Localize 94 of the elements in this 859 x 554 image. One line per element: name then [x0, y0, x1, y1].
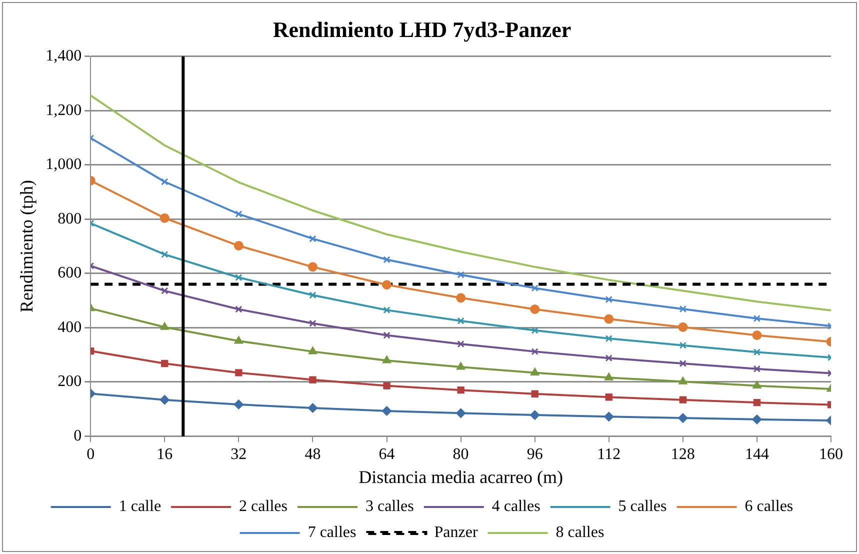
x-tick-label: 128 [670, 446, 695, 464]
point [309, 235, 316, 242]
point [679, 342, 686, 349]
x-tick-label: 16 [156, 446, 173, 464]
point [752, 414, 762, 424]
y-tick-label: 0 [74, 427, 82, 444]
legend-label: 3 calles [365, 498, 414, 516]
point [753, 365, 761, 372]
point [383, 256, 390, 264]
point [383, 306, 390, 314]
y-tick-label: 200 [58, 373, 82, 390]
point [234, 241, 244, 251]
y-tick-label: 800 [58, 210, 82, 228]
point [383, 332, 390, 339]
point [382, 356, 391, 364]
x-tick-label: 96 [526, 446, 543, 464]
y-tick-label: 1,400 [46, 48, 82, 65]
point [530, 410, 540, 420]
x-tick-label: 112 [597, 446, 621, 464]
point [382, 406, 392, 416]
y-tick-label: 1,200 [46, 102, 82, 119]
legend-label: 1 calle [118, 498, 162, 516]
point [382, 280, 392, 290]
point [678, 376, 688, 384]
point [235, 274, 242, 282]
point [531, 284, 538, 292]
x-tick-label: 64 [378, 446, 395, 464]
point [530, 304, 540, 314]
point [309, 376, 316, 384]
legend-label: 5 calles [618, 498, 667, 516]
point [308, 346, 317, 354]
point [605, 334, 612, 342]
point [161, 178, 168, 186]
point [234, 400, 244, 410]
point [457, 386, 464, 394]
point [752, 330, 762, 340]
point [604, 372, 614, 380]
legend-label: 7 calles [308, 524, 356, 542]
x-axis-title: Distancia media acarreo (m) [358, 466, 563, 487]
point [160, 213, 170, 223]
point [235, 369, 242, 376]
point [161, 287, 168, 294]
legend-label: 4 calles [492, 498, 540, 516]
point [308, 403, 318, 413]
point [604, 314, 614, 324]
point [457, 271, 464, 278]
point [531, 348, 538, 356]
x-tick-label: 160 [819, 446, 843, 464]
point [679, 396, 686, 404]
point [161, 360, 168, 368]
x-tick-label: 48 [304, 446, 321, 464]
point [456, 362, 466, 370]
legend-label: 2 calles [239, 498, 288, 516]
point [309, 292, 316, 299]
point [679, 305, 686, 313]
point [531, 390, 538, 398]
point [234, 336, 243, 344]
point [457, 317, 464, 324]
y-tick-label: 1,000 [46, 156, 82, 174]
point [160, 395, 170, 405]
point [604, 412, 614, 422]
point [753, 348, 761, 356]
point [679, 360, 686, 368]
point [456, 408, 466, 418]
x-tick-label: 0 [86, 446, 95, 464]
point [605, 394, 612, 401]
point [678, 413, 688, 423]
point [383, 382, 390, 390]
point [235, 306, 242, 313]
point [309, 320, 316, 327]
x-tick-label: 32 [230, 446, 247, 464]
point [753, 398, 761, 406]
legend-label: 6 calles [744, 498, 794, 516]
y-axis-title: Rendimiento (tph) [16, 180, 37, 313]
point [160, 322, 169, 330]
x-tick-label: 144 [744, 446, 769, 464]
point [308, 262, 318, 272]
point [678, 322, 688, 332]
y-tick-label: 400 [58, 318, 82, 336]
point [235, 210, 242, 218]
point [752, 380, 762, 388]
point [161, 250, 168, 258]
y-tick-label: 600 [58, 264, 82, 282]
x-tick-label: 80 [452, 446, 469, 464]
point [605, 296, 612, 304]
legend-label: 8 calles [556, 524, 604, 542]
chart-title: Rendimiento LHD 7yd3-Panzer [272, 16, 572, 42]
legend-label: Panzer [434, 524, 478, 542]
point [530, 368, 540, 376]
point [531, 326, 538, 334]
point [456, 293, 466, 303]
point [605, 354, 612, 362]
point [753, 314, 761, 322]
point [457, 340, 464, 348]
